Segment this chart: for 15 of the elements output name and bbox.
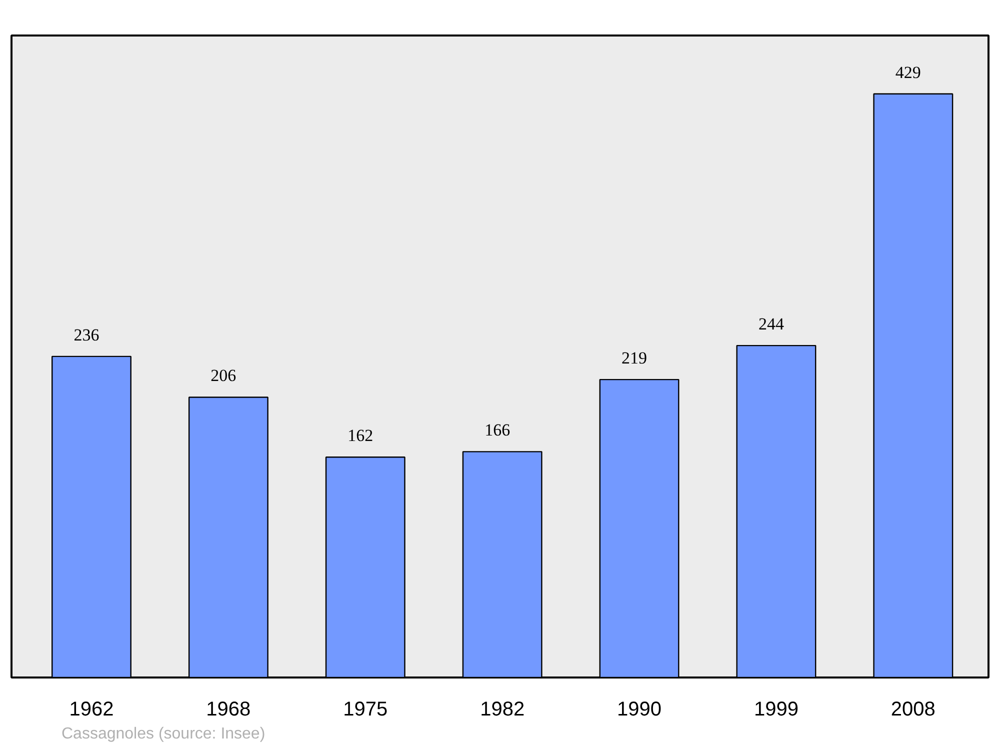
x-tick-label: 1999 — [754, 698, 798, 720]
x-tick-label: 1975 — [343, 698, 388, 720]
text: Cassagnoles (source: Insee) — [62, 726, 266, 742]
data-label: 206 — [210, 366, 236, 386]
data-label: 429 — [895, 62, 921, 82]
x-tick-label: 1968 — [206, 698, 251, 720]
data-label: 162 — [348, 426, 374, 446]
x-tick-label: 2008 — [890, 698, 936, 720]
x-tick-label: 1962 — [69, 698, 114, 720]
x-tick-label: 1982 — [480, 698, 525, 720]
data-label: 244 — [758, 314, 784, 334]
data-label: 166 — [484, 420, 510, 440]
x-tick-label: 1990 — [617, 698, 662, 720]
data-label: 236 — [74, 325, 100, 344]
data-label: 219 — [622, 348, 648, 368]
